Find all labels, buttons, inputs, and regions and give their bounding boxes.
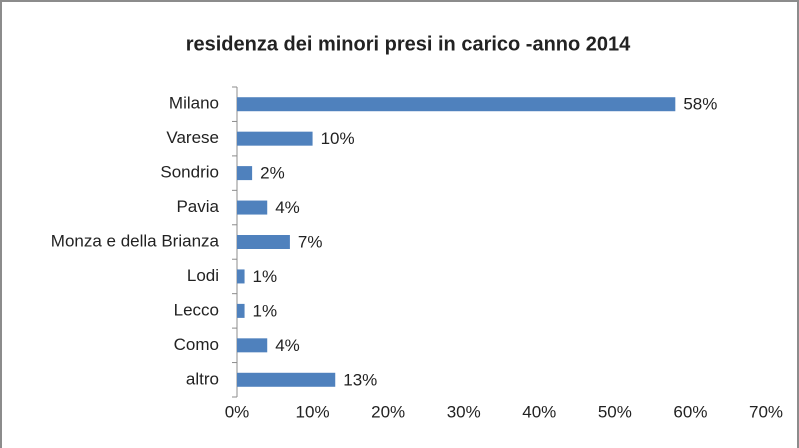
bar (237, 166, 253, 181)
bar (237, 97, 676, 112)
data-label: 2% (260, 164, 285, 183)
x-tick-label: 60% (673, 402, 707, 421)
y-tick-label: Monza e della Brianza (51, 231, 220, 250)
bar (237, 235, 290, 249)
bar (237, 303, 245, 318)
x-tick-label: 30% (447, 402, 481, 421)
y-tick-label: Sondrio (160, 163, 219, 182)
data-label: 4% (275, 336, 300, 355)
data-label: 10% (321, 129, 355, 148)
y-tick-label: Milano (169, 94, 219, 113)
bar (237, 200, 268, 215)
x-tick-label: 70% (749, 402, 783, 421)
bar (237, 131, 313, 146)
x-tick-label: 20% (371, 402, 405, 421)
data-label: 1% (253, 267, 278, 286)
y-tick-label: Lecco (174, 300, 219, 319)
x-tick-label: 40% (522, 402, 556, 421)
x-tick-label: 50% (598, 402, 632, 421)
y-tick-label: Pavia (176, 197, 219, 216)
data-label: 58% (683, 95, 717, 114)
y-tick-label: Varese (166, 128, 219, 147)
y-tick-label: Como (174, 335, 219, 354)
data-label: 1% (253, 301, 278, 320)
bar (237, 372, 336, 387)
data-label: 13% (343, 370, 377, 389)
x-tick-label: 10% (296, 402, 330, 421)
chart-title: residenza dei minori presi in carico -an… (186, 33, 631, 55)
y-tick-label: Lodi (187, 266, 219, 285)
y-tick-label: altro (186, 369, 219, 388)
data-label: 4% (275, 198, 300, 217)
bar (237, 269, 245, 284)
bar (237, 338, 268, 353)
x-tick-label: 0% (225, 402, 250, 421)
data-label: 7% (298, 232, 323, 251)
